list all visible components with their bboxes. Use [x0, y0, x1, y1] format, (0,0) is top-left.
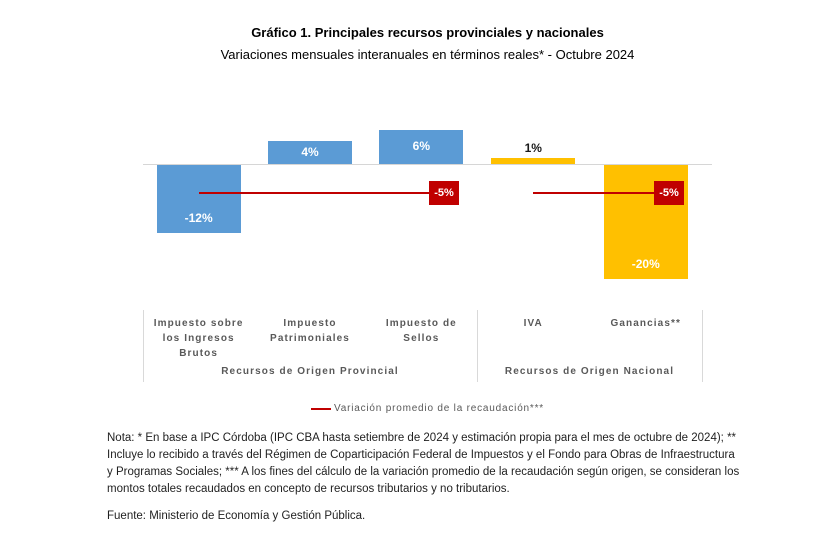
chart-header: Gráfico 1. Principales recursos provinci… — [35, 24, 820, 65]
bar-value-label-ganancias: -20% — [631, 257, 660, 271]
legend-line-swatch — [310, 407, 331, 410]
chart-title: Gráfico 1. Principales recursos provinci… — [251, 25, 604, 40]
category-label-ganancias: Ganancias** — [610, 318, 681, 329]
bar-iva — [491, 158, 576, 164]
group-label-nacional: Recursos de Origen Nacional — [504, 366, 675, 377]
legend: Variación promedio de la recaudación*** — [35, 403, 820, 414]
average-line-nacional — [533, 191, 654, 194]
bar-patrimoniales — [268, 141, 352, 164]
bar-value-label-iva: 1% — [524, 141, 542, 156]
axis-tick-1 — [477, 310, 478, 382]
group-label-provincial: Recursos de Origen Provincial — [221, 366, 399, 377]
bar-sellos — [379, 129, 464, 164]
x-axis-zero-line — [143, 164, 712, 165]
footnotes-block: Nota: * En base a IPC Córdoba (IPC CBA h… — [107, 430, 741, 525]
category-label-patrimoniales: Impuesto Patrimoniales — [270, 318, 350, 344]
axis-tick-0 — [143, 310, 144, 382]
legend-label: Variación promedio de la recaudación*** — [333, 403, 544, 414]
average-value-badge-nacional: -5% — [654, 180, 684, 205]
source-text: Fuente: Ministerio de Economía y Gestión… — [107, 510, 366, 522]
category-label-iva: IVA — [523, 318, 543, 329]
bar-value-label-ingresos-brutos: -12% — [184, 211, 213, 226]
category-label-sellos: Impuesto de Sellos — [385, 318, 457, 344]
bar-ingresos-brutos — [156, 165, 241, 234]
axis-tick-2 — [702, 310, 703, 382]
chart-subtitle: Variaciones mensuales interanuales en té… — [220, 47, 635, 62]
category-label-ingresos-brutos: Impuesto sobre los Ingresos Brutos — [153, 318, 244, 359]
bar-value-label-patrimoniales: 4% — [301, 145, 319, 160]
average-value-badge-provincial: -5% — [429, 180, 459, 205]
bar-value-label-sellos: 6% — [412, 139, 430, 154]
average-line-provincial — [198, 191, 429, 194]
footnote-text: Nota: * En base a IPC Córdoba (IPC CBA h… — [107, 432, 740, 495]
